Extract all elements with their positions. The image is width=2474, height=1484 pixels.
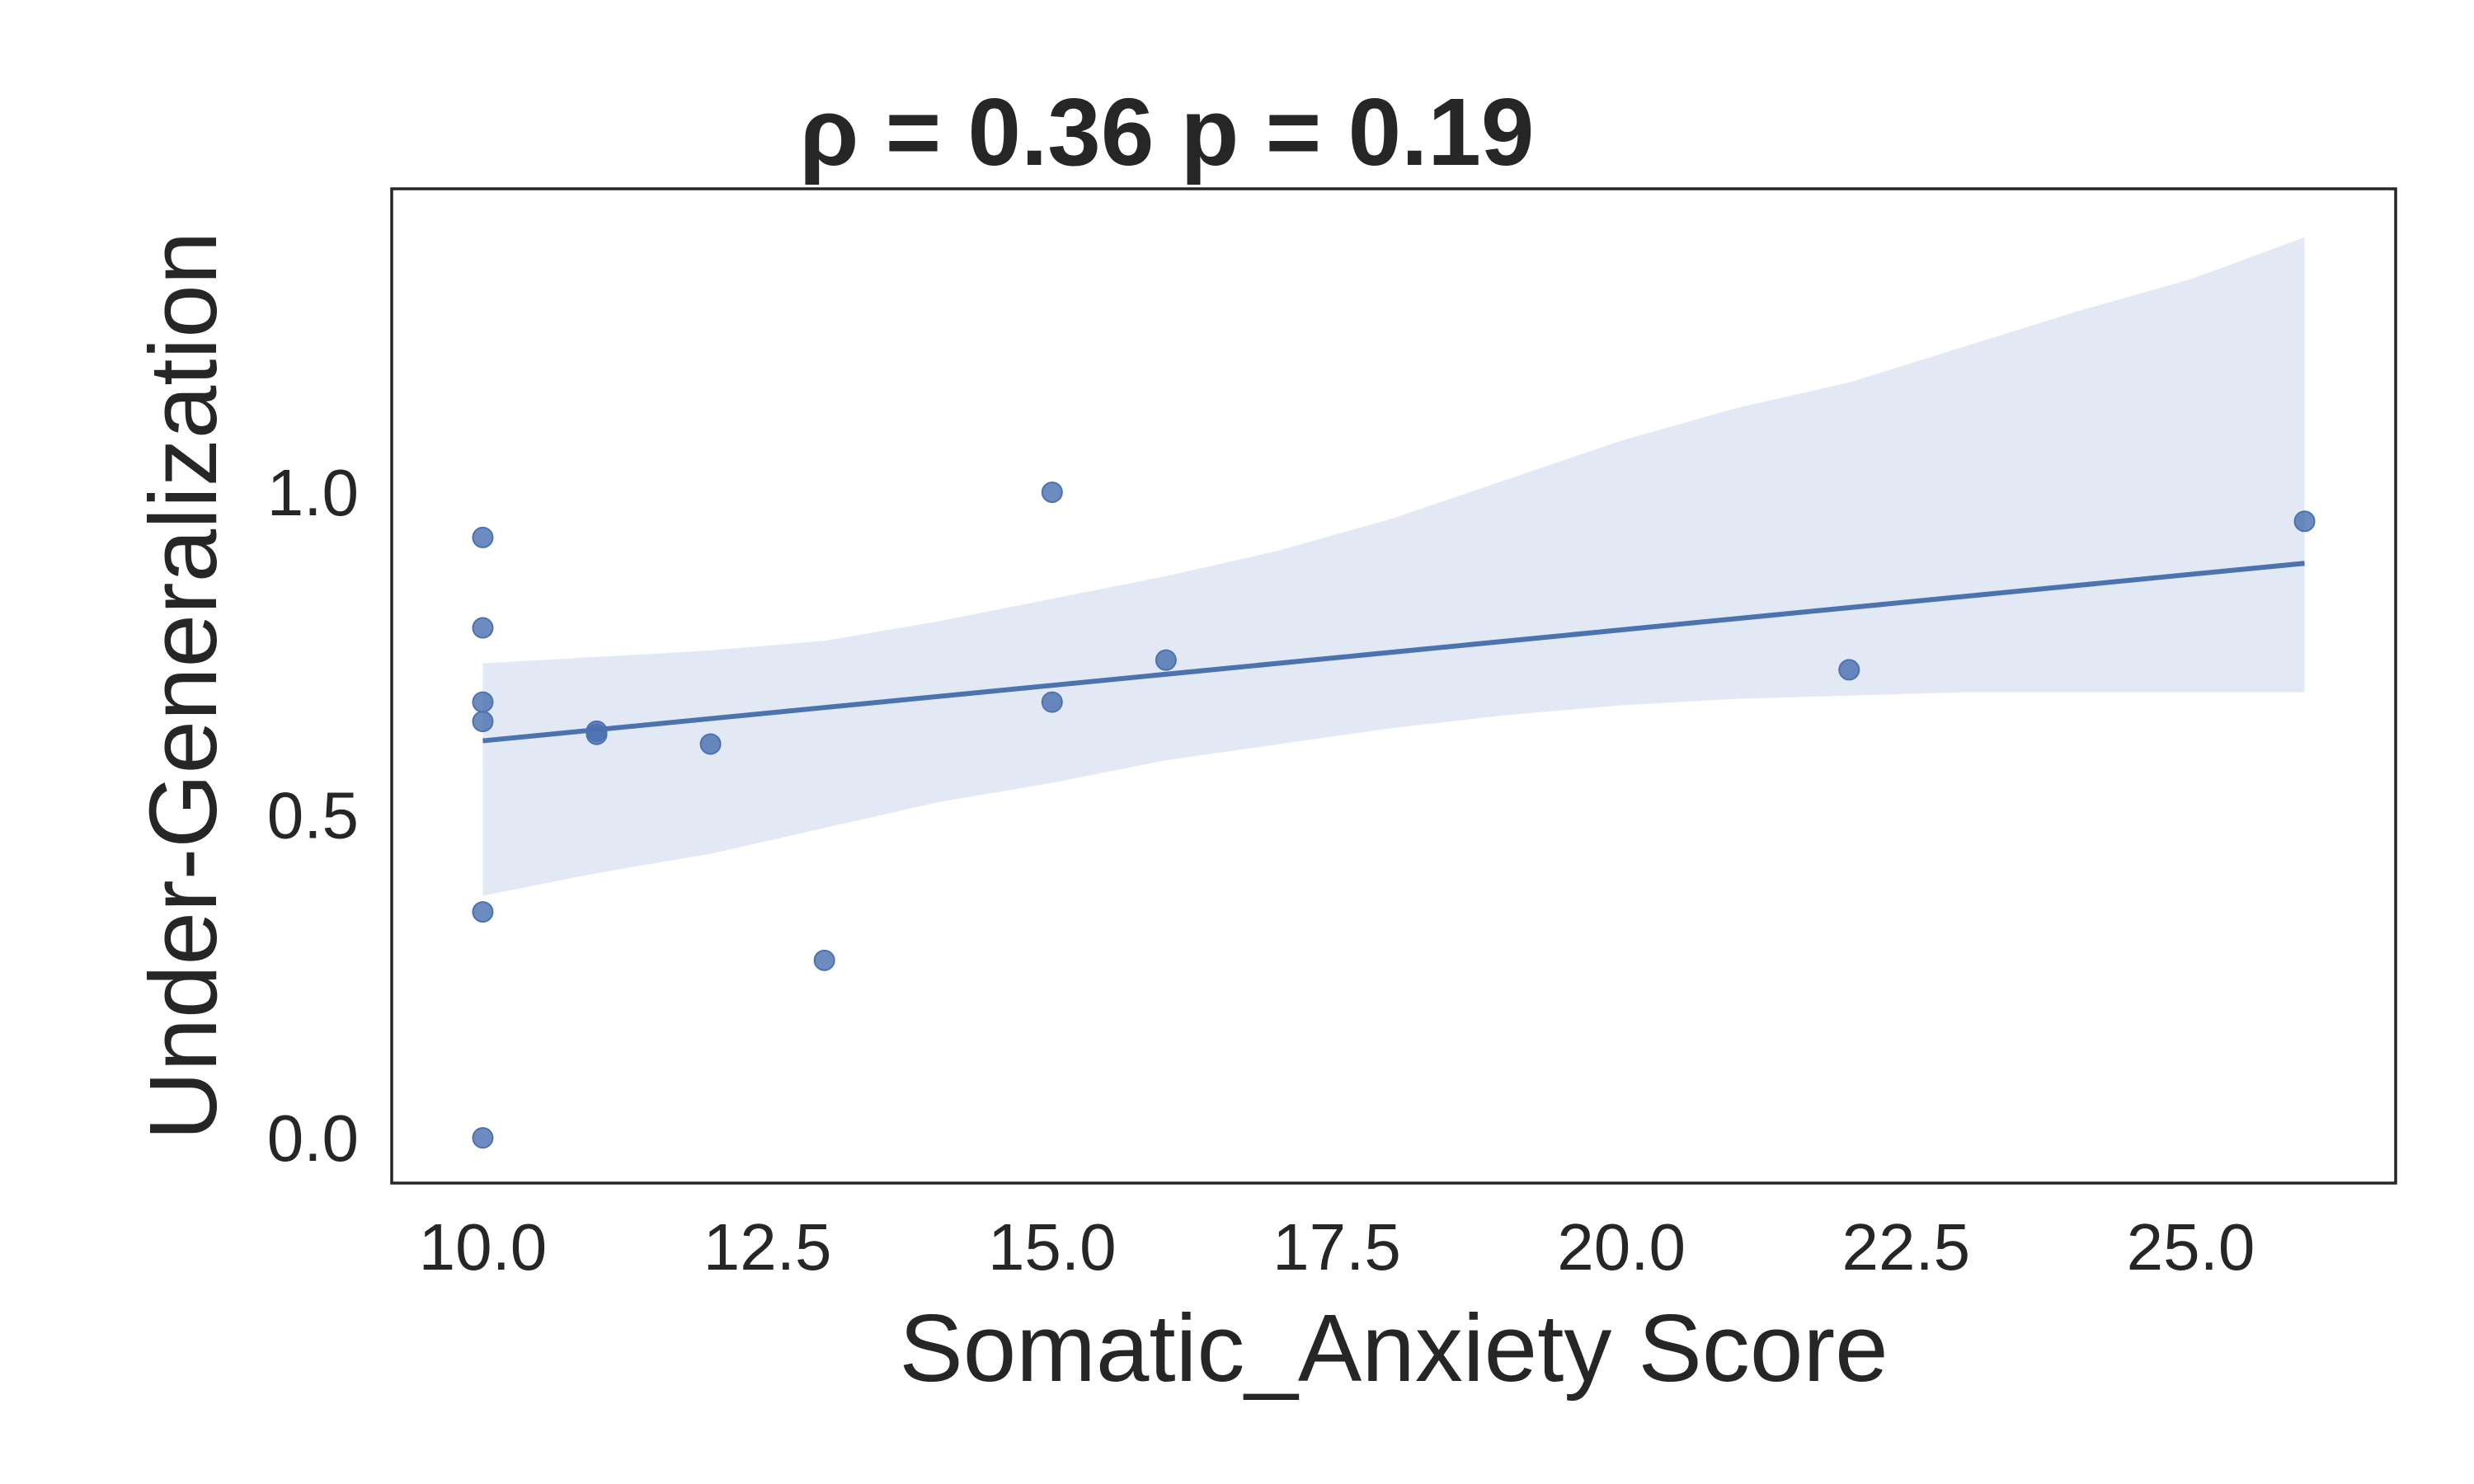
data-points (472, 481, 2316, 1149)
plot-area (390, 187, 2397, 1185)
y-tick-labels: 0.0 0.5 1.0 (267, 456, 359, 1175)
data-point-15 (2293, 510, 2316, 533)
y-tick-label: 0.0 (267, 1101, 359, 1175)
data-point-9 (699, 733, 722, 755)
data-point-4 (472, 711, 494, 733)
x-tick-label: 12.5 (703, 1210, 832, 1284)
data-point-11 (1041, 481, 1063, 504)
data-point-12 (1041, 691, 1063, 713)
regression-line (482, 561, 2305, 744)
data-point-10 (813, 949, 835, 971)
x-tick-labels: 10.0 12.5 15.0 17.5 20.0 22.5 25.0 (419, 1210, 2255, 1284)
y-tick-label: 1.0 (267, 456, 359, 529)
x-tick-label: 22.5 (1841, 1210, 1970, 1284)
data-point-1 (472, 526, 494, 548)
y-axis-label: Under-Generalization (129, 232, 237, 1141)
axes-frame (390, 187, 2397, 1185)
x-tick-label: 25.0 (2127, 1210, 2255, 1284)
data-point-6 (472, 1127, 494, 1149)
x-tick-label: 10.0 (419, 1210, 548, 1284)
data-point-2 (472, 617, 494, 639)
data-point-5 (472, 901, 494, 923)
x-tick-label: 20.0 (1557, 1210, 1686, 1284)
data-point-14 (1838, 659, 1860, 681)
x-tick-label: 17.5 (1272, 1210, 1401, 1284)
data-point-3 (472, 691, 494, 713)
chart-title: ρ = 0.36 p = 0.19 (800, 78, 1535, 186)
data-point-8 (586, 723, 608, 745)
data-point-13 (1155, 649, 1177, 671)
y-tick-label: 0.5 (267, 779, 359, 852)
x-axis-label: Somatic_Anxiety Score (899, 1294, 1888, 1402)
confidence-band (482, 237, 2305, 896)
x-tick-label: 15.0 (988, 1210, 1117, 1284)
